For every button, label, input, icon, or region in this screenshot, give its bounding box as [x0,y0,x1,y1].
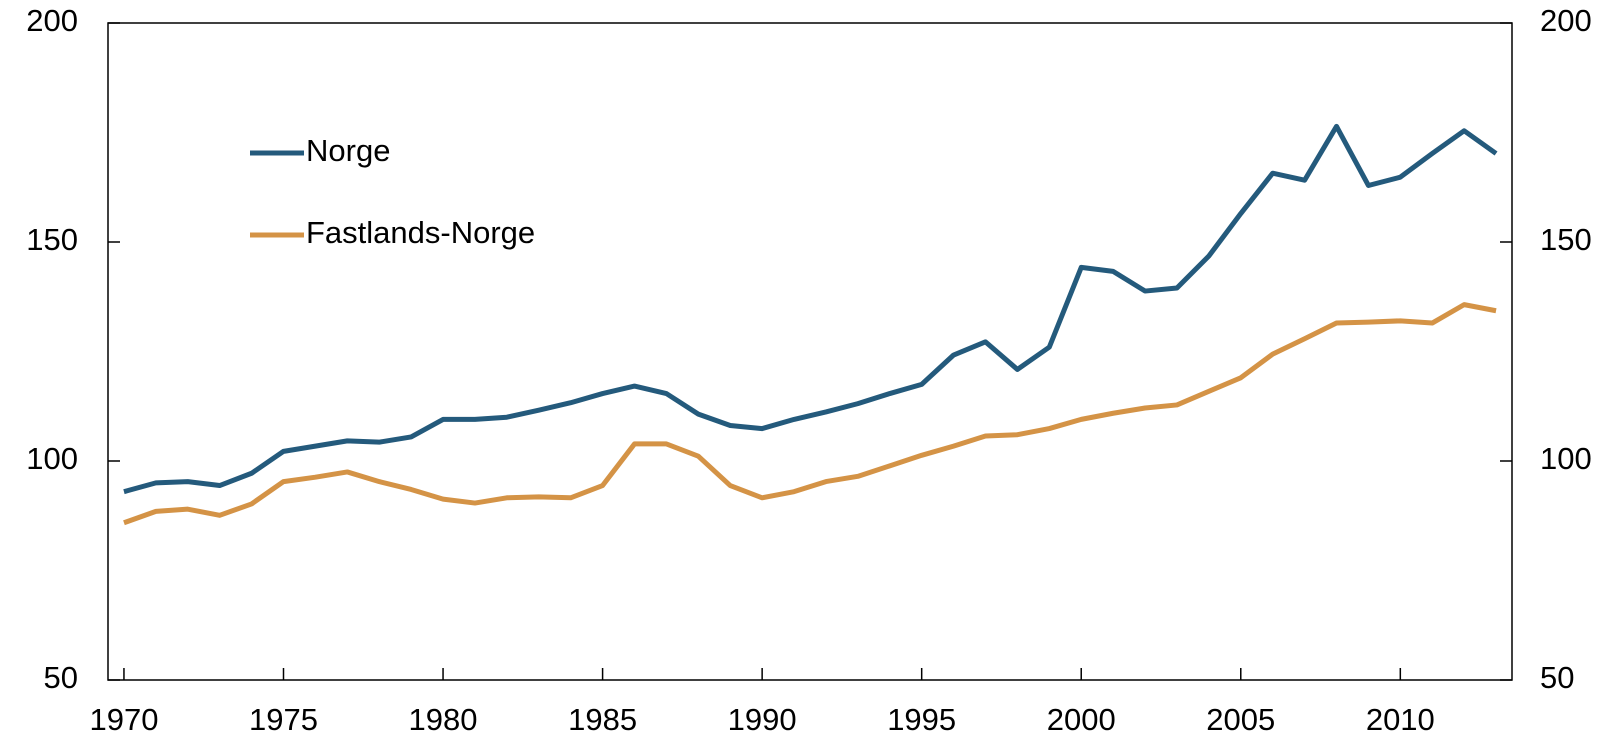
y-tick-label: 50 [44,660,78,695]
plot-frame [107,22,1513,681]
x-tick-label: 1990 [728,702,797,737]
y2-tick-label: 50 [1540,660,1574,695]
x-tick-label: 2005 [1206,702,1275,737]
line-series [123,302,1497,526]
y2-tick-label: 150 [1540,222,1592,257]
legend-label: Fastlands-Norge [306,215,535,250]
x-tick-label: 1975 [249,702,318,737]
line-series [123,123,1498,495]
legend-label: Norge [306,133,390,168]
y-tick-label: 100 [26,441,78,476]
x-tick-label: 1985 [568,702,637,737]
x-tick-label: 1995 [887,702,956,737]
x-tick-label: 1970 [89,702,158,737]
x-tick-label: 1980 [409,702,478,737]
x-tick-label: 2010 [1366,702,1435,737]
x-tick-label: 2000 [1047,702,1116,737]
y2-tick-label: 200 [1540,3,1592,38]
y2-tick-label: 100 [1540,441,1592,476]
y-tick-label: 150 [26,222,78,257]
y-tick-label: 200 [26,3,78,38]
